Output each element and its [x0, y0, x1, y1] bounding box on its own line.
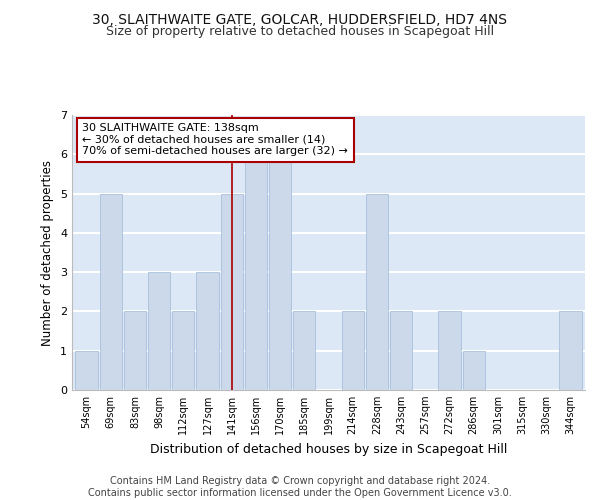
- Bar: [439, 312, 461, 390]
- Bar: [124, 312, 146, 390]
- Text: Contains HM Land Registry data © Crown copyright and database right 2024.: Contains HM Land Registry data © Crown c…: [110, 476, 490, 486]
- Bar: [366, 194, 388, 390]
- Bar: [269, 154, 291, 390]
- Bar: [172, 312, 194, 390]
- Bar: [148, 272, 170, 390]
- Text: Size of property relative to detached houses in Scapegoat Hill: Size of property relative to detached ho…: [106, 25, 494, 38]
- Bar: [293, 312, 316, 390]
- Bar: [100, 194, 122, 390]
- Y-axis label: Number of detached properties: Number of detached properties: [41, 160, 55, 346]
- Bar: [245, 154, 267, 390]
- Text: 30 SLAITHWAITE GATE: 138sqm
← 30% of detached houses are smaller (14)
70% of sem: 30 SLAITHWAITE GATE: 138sqm ← 30% of det…: [82, 123, 348, 156]
- Bar: [196, 272, 218, 390]
- Bar: [221, 194, 243, 390]
- Bar: [341, 312, 364, 390]
- Bar: [463, 350, 485, 390]
- Bar: [76, 350, 98, 390]
- Bar: [559, 312, 581, 390]
- Text: 30, SLAITHWAITE GATE, GOLCAR, HUDDERSFIELD, HD7 4NS: 30, SLAITHWAITE GATE, GOLCAR, HUDDERSFIE…: [92, 12, 508, 26]
- X-axis label: Distribution of detached houses by size in Scapegoat Hill: Distribution of detached houses by size …: [150, 442, 507, 456]
- Bar: [390, 312, 412, 390]
- Text: Contains public sector information licensed under the Open Government Licence v3: Contains public sector information licen…: [88, 488, 512, 498]
